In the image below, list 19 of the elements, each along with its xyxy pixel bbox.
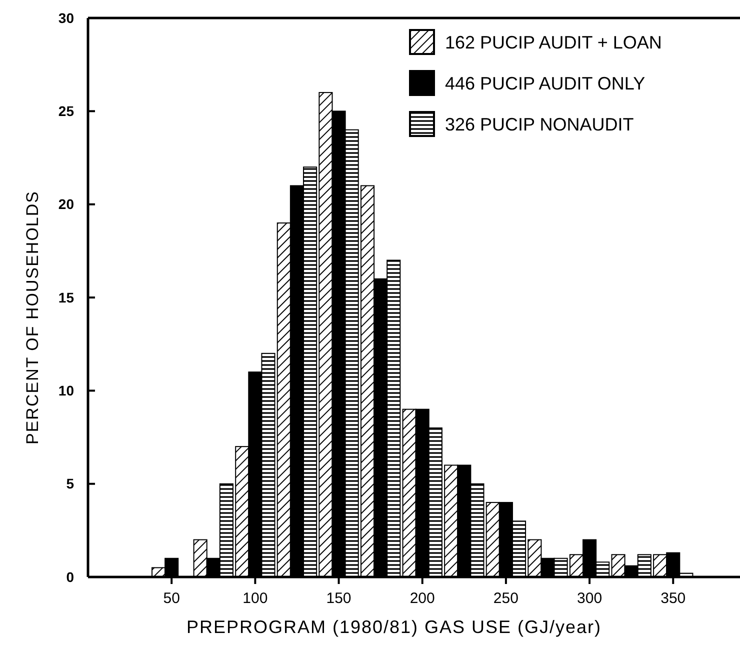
x-tick-label: 150 [326, 590, 352, 607]
x-tick-label: 200 [410, 590, 435, 607]
x-tick-label: 250 [493, 590, 518, 607]
x-tick-label: 50 [163, 590, 180, 607]
x-tick-label: 100 [242, 590, 268, 607]
x-tick-label: 350 [660, 590, 686, 607]
y-tick-label: 0 [66, 568, 74, 585]
y-tick-label: 15 [58, 289, 74, 306]
legend-label: 162 PUCIP AUDIT + LOAN [445, 32, 662, 52]
x-axis-title: PREPROGRAM (1980/81) GAS USE (GJ/year) [186, 617, 602, 637]
y-tick-label: 25 [58, 103, 74, 120]
x-tick-label: 300 [577, 590, 602, 607]
y-tick-label: 10 [58, 382, 74, 399]
y-tick-label: 20 [58, 196, 74, 212]
legend-label: 446 PUCIP AUDIT ONLY [445, 73, 646, 94]
y-tick-label: 30 [58, 10, 74, 26]
legend-label: 326 PUCIP NONAUDIT [445, 114, 634, 134]
y-axis-title: PERCENT OF HOUSEHOLDS [23, 190, 42, 445]
y-tick-label: 5 [66, 476, 74, 492]
